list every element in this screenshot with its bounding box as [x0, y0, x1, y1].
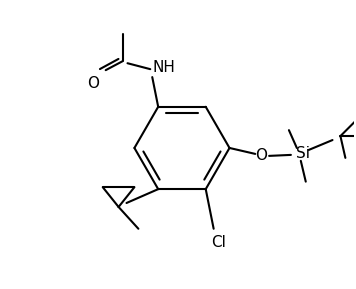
- Text: NH: NH: [153, 60, 176, 75]
- Text: O: O: [87, 75, 99, 90]
- Text: Cl: Cl: [211, 235, 226, 250]
- Text: Si: Si: [296, 147, 310, 162]
- Text: O: O: [255, 148, 267, 163]
